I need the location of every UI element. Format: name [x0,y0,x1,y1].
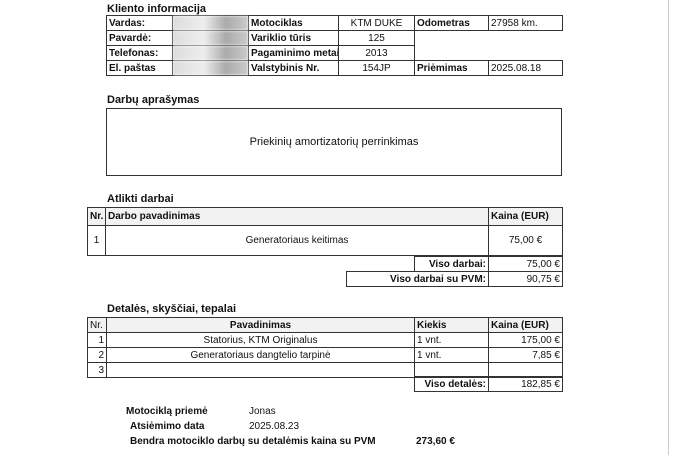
row-nr: 2 [87,347,107,363]
moto-value: KTM DUKE [338,15,415,31]
table-row: 1 Statorius, KTM Originalus 1 vnt. 175,00 € [87,332,563,348]
works-total-vat-label: Viso darbai su PVM: [346,271,489,287]
works-col-name: Darbo pavadinimas [105,207,489,226]
row-name: Statorius, KTM Originalus [106,332,415,348]
received-label: Priėmimas [414,60,489,76]
surname-value-redacted [172,30,249,46]
accepted-label: Motociklą priemė [126,406,208,417]
email-label: El. paštas [106,60,173,76]
row-price: 75,00 € [488,225,563,256]
client-info-table: Vardas: Motociklas KTM DUKE Odometras 27958 … [106,15,563,76]
pickup-value: 2025.08.23 [249,421,300,432]
description-box: Priekinių amortizatorių perrinkimas [106,108,562,176]
row-name: Generatoriaus keitimas [105,225,489,256]
works-table: Nr. Darbo pavadinimas Kaina (EUR) 1 Generat… [87,207,563,256]
client-section-title: Kliento informacija [107,3,207,15]
plate-value: 154JP [338,60,415,76]
table-row: 1 Generatoriaus keitimas 75,00 € [87,225,563,256]
row-nr: 3 [87,362,107,378]
row-qty: 1 vnt. [414,332,489,348]
parts-title: Detalės, skyščiai, tepalai [107,303,237,315]
parts-table: Nr. Pavadinimas Kiekis Kaina (EUR) 1 Statori… [87,317,563,378]
parts-col-nr: Nr. [87,317,107,333]
row-name [106,362,415,378]
parts-total-value: 182,85 € [488,376,563,392]
engine-label: Variklio tūris [248,30,339,46]
row-price: 175,00 € [488,332,563,348]
works-title: Atlikti darbai [107,193,174,205]
year-label: Pagaminimo metai [248,45,339,61]
name-label: Vardas: [106,15,173,31]
works-total-label: Viso darbai: [414,256,489,272]
row-nr: 1 [87,225,106,256]
parts-col-qty: Kiekis [414,317,489,333]
phone-label: Telefonas: [106,45,173,61]
page-edge-divider [668,0,669,455]
year-value: 2013 [338,45,415,61]
pickup-label: Atsiėmimo data [130,421,205,432]
email-value-redacted [172,60,249,76]
row-nr: 1 [87,332,107,348]
odo-label: Odometras [414,15,489,31]
parts-col-name: Pavadinimas [106,317,415,333]
grand-total-label: Bendra motociklo darbų su detalėmis kain… [130,436,376,447]
works-total: Viso darbai: 75,00 € [414,256,563,272]
works-total-vat-value: 90,75 € [488,271,563,287]
works-col-price: Kaina (EUR) [488,207,563,226]
description-title: Darbų aprašymas [107,94,200,106]
row-qty: 1 vnt. [414,347,489,363]
grand-total-value: 273,60 € [416,436,455,447]
plate-label: Valstybinis Nr. [248,60,339,76]
table-row: 2 Generatoriaus dangtelio tarpinė 1 vnt. 7,… [87,347,563,363]
odo-value: 27958 km. [488,15,563,31]
surname-label: Pavardė: [106,30,173,46]
received-value: 2025.08.18 [488,60,563,76]
name-value-redacted [172,15,249,31]
parts-col-price: Kaina (EUR) [488,317,563,333]
engine-value: 125 [338,30,415,46]
works-total-value: 75,00 € [488,256,563,272]
parts-total-label: Viso detalės: [414,376,489,392]
row-price: 7,85 € [488,347,563,363]
works-total-vat: Viso darbai su PVM: 90,75 € [346,271,563,287]
accepted-value: Jonas [249,406,276,417]
parts-total: Viso detalės: 182,85 € [414,376,563,392]
works-col-nr: Nr. [87,207,106,226]
row-name: Generatoriaus dangtelio tarpinė [106,347,415,363]
phone-value-redacted [172,45,249,61]
moto-label: Motociklas [248,15,339,31]
